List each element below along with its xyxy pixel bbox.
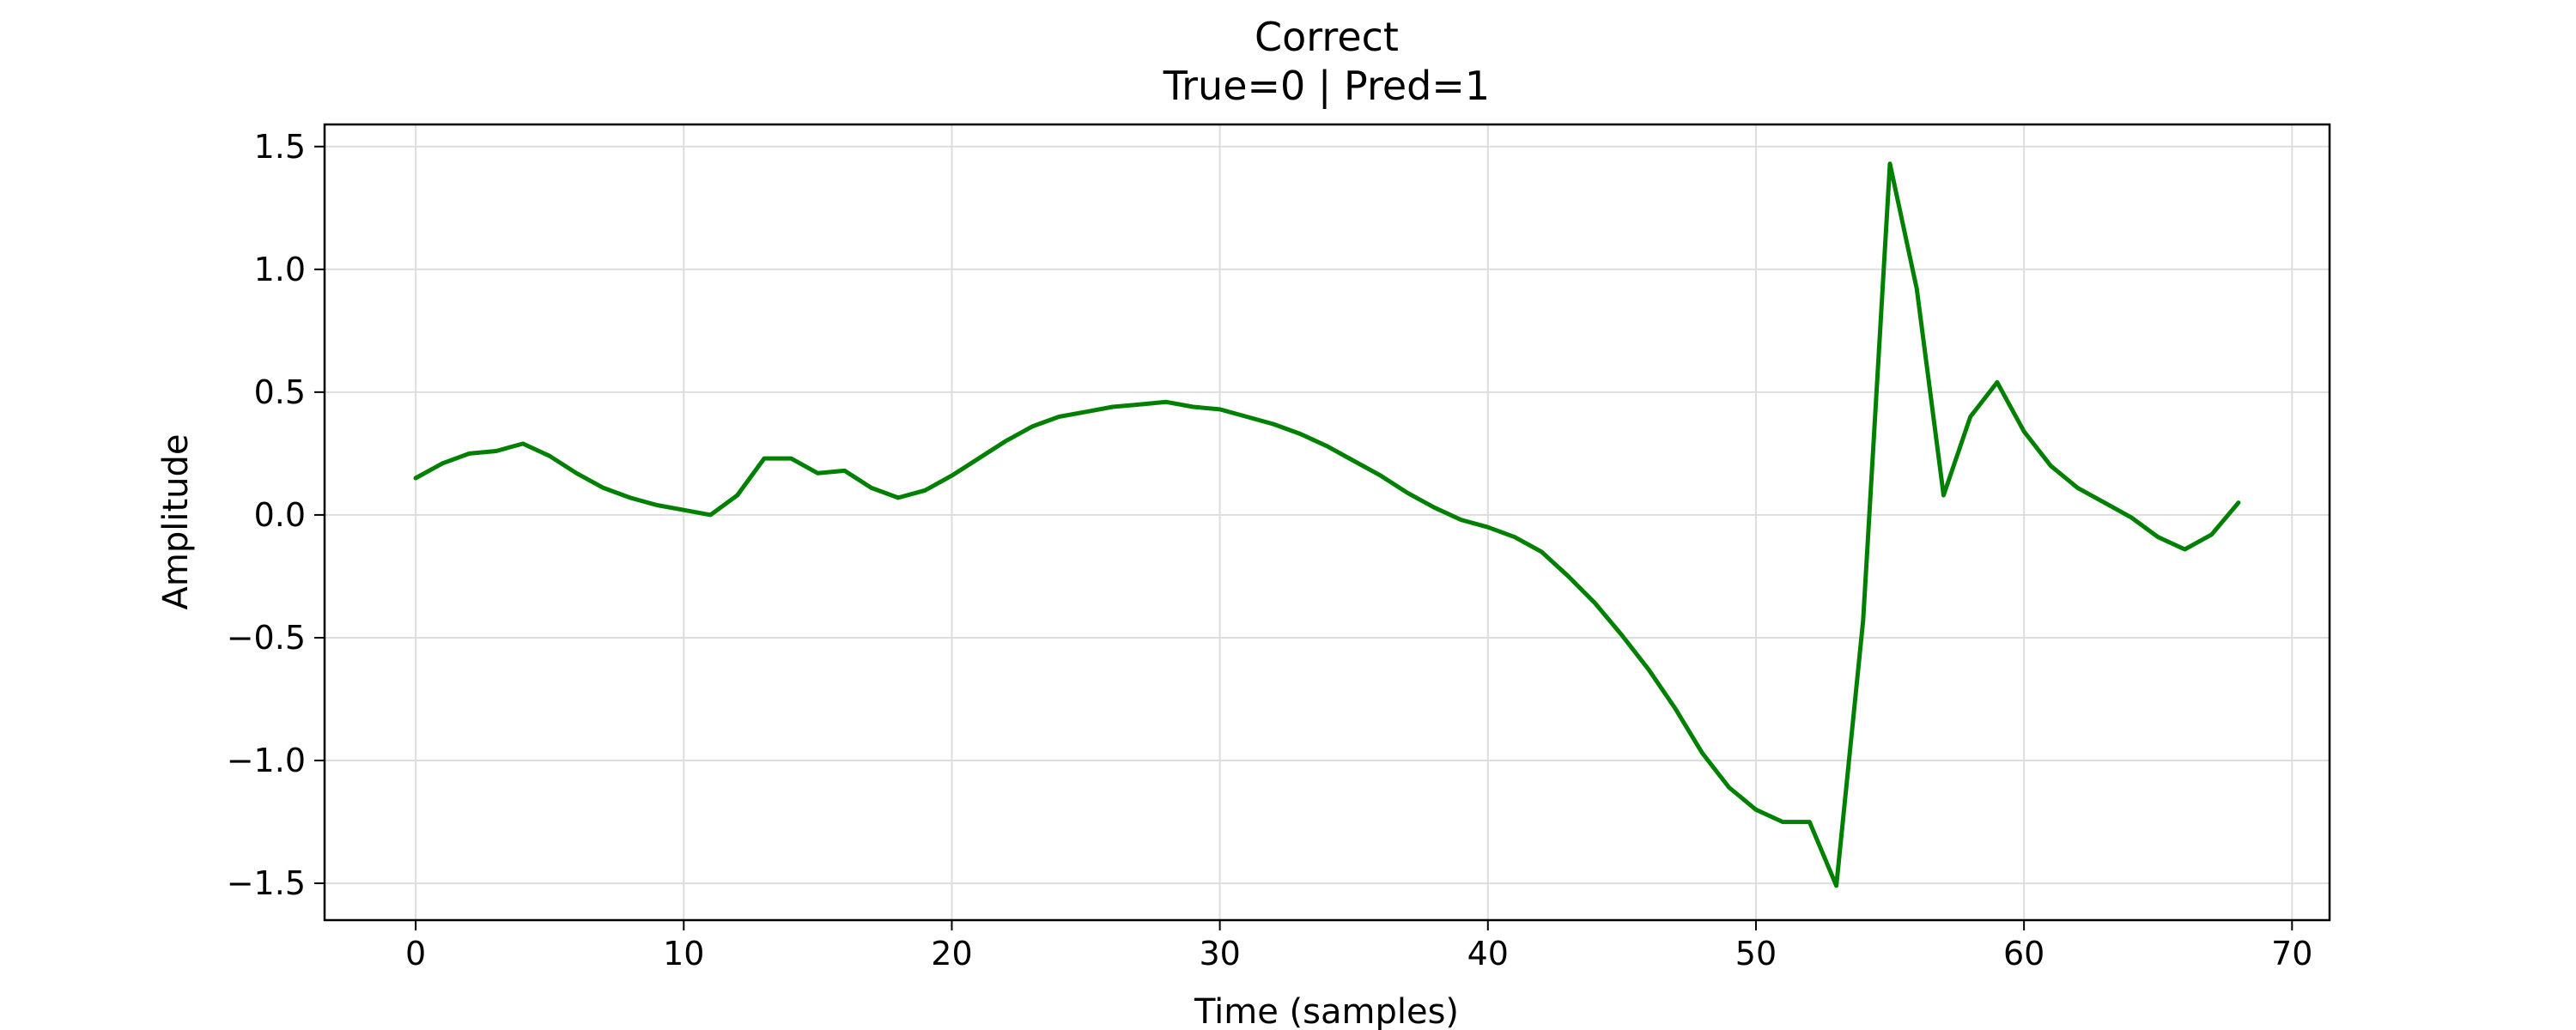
- y-tick-label: −1.0: [227, 742, 306, 779]
- plot-frame: [323, 123, 2331, 922]
- x-tick-label: 40: [1467, 935, 1509, 972]
- chart-title: Correct: [1255, 14, 1399, 60]
- y-tick-label: −1.5: [227, 864, 306, 902]
- y-axis-label: Amplitude: [156, 434, 196, 610]
- grid-lines: [325, 124, 2330, 920]
- axis-ticks: 0 10 20 30 40 50 60 70 1.5 1.0 0.5 0.0 −0.5 −1.0 −1.5: [227, 128, 2313, 972]
- x-tick-label: 60: [2003, 935, 2044, 972]
- x-tick-label: 70: [2271, 935, 2312, 972]
- y-tick-label: 0.0: [254, 496, 306, 534]
- y-tick-label: 1.0: [254, 251, 306, 288]
- x-tick-label: 30: [1199, 935, 1240, 972]
- y-tick-label: 1.5: [254, 128, 306, 166]
- y-tick-label: 0.5: [254, 373, 306, 411]
- x-tick-label: 0: [405, 935, 426, 972]
- y-tick-label: −0.5: [227, 619, 306, 657]
- x-tick-label: 10: [663, 935, 704, 972]
- series-line: [413, 161, 2241, 888]
- x-axis-label: Time (samples): [1194, 992, 1459, 1030]
- x-tick-label: 50: [1735, 935, 1777, 972]
- chart-subtitle: True=0 | Pred=1: [1163, 63, 1490, 110]
- x-tick-label: 20: [931, 935, 972, 972]
